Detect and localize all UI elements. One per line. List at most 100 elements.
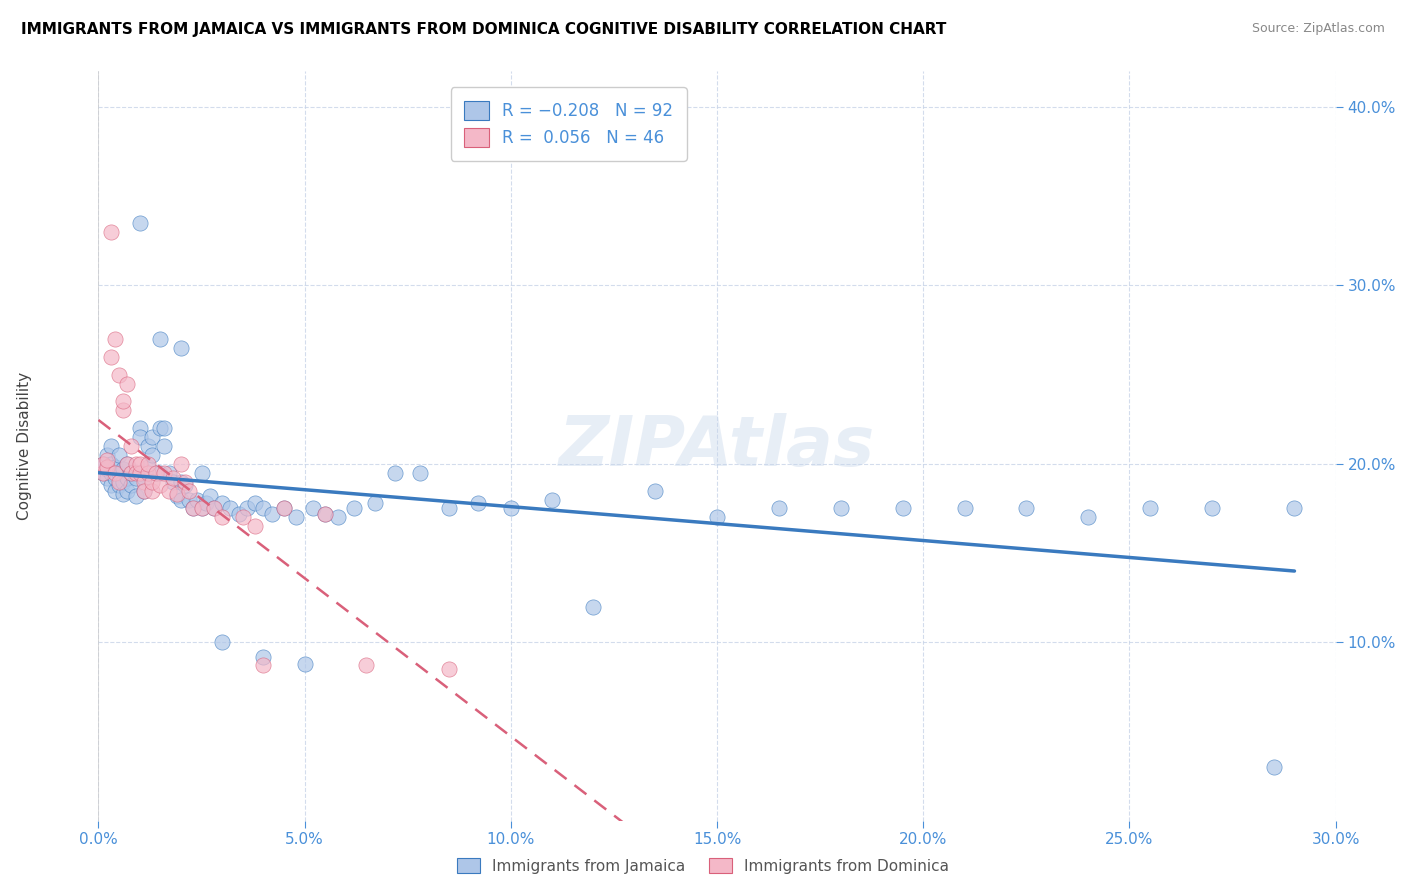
Point bbox=[141, 475, 163, 489]
Point bbox=[132, 475, 155, 489]
Point bbox=[141, 430, 163, 444]
Point bbox=[260, 507, 283, 521]
Point bbox=[145, 466, 167, 480]
Point bbox=[153, 439, 176, 453]
Point bbox=[104, 460, 127, 475]
Point bbox=[104, 332, 127, 346]
Point bbox=[96, 453, 118, 467]
Point bbox=[1284, 501, 1306, 516]
Point bbox=[437, 662, 460, 676]
Point bbox=[149, 421, 172, 435]
Text: Cognitive Disability: Cognitive Disability bbox=[17, 372, 32, 520]
Point bbox=[112, 462, 135, 476]
Point bbox=[91, 466, 114, 480]
Point bbox=[194, 496, 217, 510]
Point bbox=[120, 466, 142, 480]
Point bbox=[364, 496, 387, 510]
Point bbox=[153, 421, 176, 435]
Point bbox=[1077, 510, 1099, 524]
Point bbox=[117, 457, 139, 471]
Point bbox=[891, 501, 914, 516]
Point bbox=[179, 483, 201, 498]
Point bbox=[100, 466, 122, 480]
Point bbox=[91, 457, 114, 471]
Point bbox=[174, 478, 197, 492]
Point bbox=[252, 501, 274, 516]
Point bbox=[128, 216, 150, 230]
Point bbox=[136, 466, 159, 480]
Point bbox=[285, 510, 308, 524]
Point bbox=[170, 475, 193, 489]
Point bbox=[136, 439, 159, 453]
Point bbox=[108, 478, 131, 492]
Point bbox=[190, 501, 212, 516]
Point bbox=[120, 478, 142, 492]
Point bbox=[162, 471, 184, 485]
Point bbox=[128, 421, 150, 435]
Point bbox=[100, 457, 122, 471]
Point bbox=[132, 471, 155, 485]
Point bbox=[100, 478, 122, 492]
Point bbox=[157, 483, 180, 498]
Point bbox=[499, 501, 522, 516]
Point bbox=[314, 507, 336, 521]
Point bbox=[112, 487, 135, 501]
Point bbox=[768, 501, 790, 516]
Point bbox=[124, 457, 146, 471]
Point bbox=[356, 658, 378, 673]
Point bbox=[145, 466, 167, 480]
Point bbox=[149, 478, 172, 492]
Point bbox=[96, 462, 118, 476]
Point bbox=[211, 510, 233, 524]
Point bbox=[141, 483, 163, 498]
Point bbox=[124, 471, 146, 485]
Point bbox=[706, 510, 728, 524]
Point bbox=[202, 501, 225, 516]
Point bbox=[108, 368, 131, 382]
Point bbox=[326, 510, 349, 524]
Point bbox=[112, 475, 135, 489]
Point bbox=[117, 376, 139, 391]
Point bbox=[117, 457, 139, 471]
Point bbox=[112, 394, 135, 409]
Point bbox=[202, 501, 225, 516]
Point bbox=[132, 483, 155, 498]
Point bbox=[273, 501, 295, 516]
Point bbox=[120, 439, 142, 453]
Point bbox=[190, 466, 212, 480]
Point bbox=[136, 457, 159, 471]
Point bbox=[211, 496, 233, 510]
Point bbox=[273, 501, 295, 516]
Point bbox=[108, 448, 131, 462]
Legend: R = −0.208   N = 92, R =  0.056   N = 46: R = −0.208 N = 92, R = 0.056 N = 46 bbox=[450, 87, 686, 161]
Point bbox=[186, 492, 208, 507]
Point bbox=[1139, 501, 1161, 516]
Point bbox=[384, 466, 406, 480]
Point bbox=[108, 475, 131, 489]
Point bbox=[1015, 501, 1038, 516]
Point bbox=[170, 492, 193, 507]
Point bbox=[582, 599, 605, 614]
Point bbox=[91, 466, 114, 480]
Point bbox=[124, 466, 146, 480]
Point bbox=[170, 457, 193, 471]
Point bbox=[181, 501, 204, 516]
Point bbox=[211, 635, 233, 649]
Point bbox=[149, 332, 172, 346]
Point bbox=[96, 471, 118, 485]
Point bbox=[314, 507, 336, 521]
Point bbox=[128, 430, 150, 444]
Point bbox=[104, 483, 127, 498]
Point bbox=[157, 466, 180, 480]
Point bbox=[100, 350, 122, 364]
Point bbox=[409, 466, 432, 480]
Point bbox=[228, 507, 250, 521]
Point bbox=[179, 492, 201, 507]
Point bbox=[294, 657, 316, 671]
Point bbox=[108, 466, 131, 480]
Point bbox=[100, 225, 122, 239]
Point bbox=[190, 501, 212, 516]
Point bbox=[96, 448, 118, 462]
Point bbox=[232, 510, 254, 524]
Text: ZIPAtlas: ZIPAtlas bbox=[560, 412, 875, 480]
